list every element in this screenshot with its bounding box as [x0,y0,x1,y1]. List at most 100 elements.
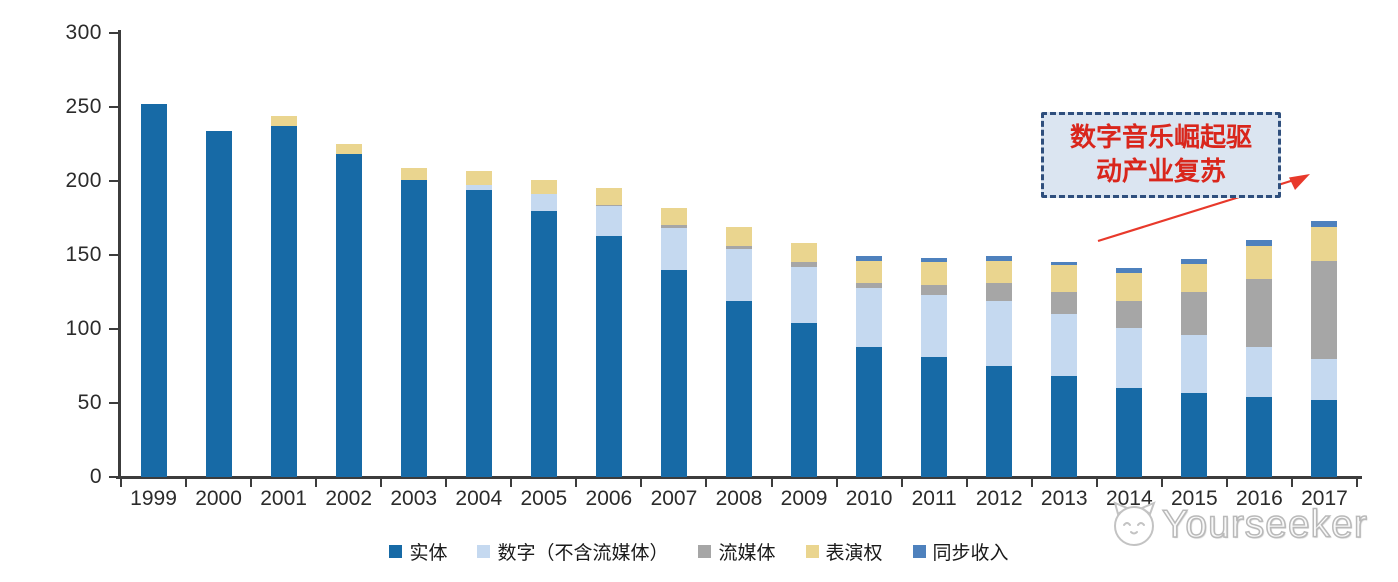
bar-segment [530,179,557,195]
bar-segment [270,115,297,127]
y-tick-label: 200 [65,169,102,192]
watermark-text: Yourseeker [1161,502,1368,547]
bar-segment [595,235,622,477]
x-tick-label: 2006 [585,487,633,510]
bar-2016 [1246,0,1273,477]
x-tick-label: 2007 [650,487,698,510]
legend-item: 表演权 [805,538,883,565]
bar-segment [400,179,427,477]
bar-segment [660,225,687,229]
cat-face-logo-icon [1113,501,1156,546]
bar-segment [1116,388,1143,477]
legend: 实体 数字（不含流媒体） 流媒体 表演权 同步收入 [0,538,1398,565]
bar-segment [1246,397,1273,477]
legend-item: 同步收入 [912,538,1009,565]
bar-segment [1051,376,1078,477]
bar-segment [1311,226,1338,261]
x-tick-label: 1999 [130,487,177,510]
y-tick-mark [109,328,118,330]
bar-segment [1116,300,1143,328]
bar-2000 [205,0,232,477]
y-tick-label: 300 [65,21,102,44]
bar-segment [465,170,492,186]
bar-2015 [1181,0,1208,477]
bar-segment [921,294,948,358]
y-tick-mark [109,476,118,478]
bar-2017 [1311,0,1338,477]
bar-segment [856,287,883,347]
bar-segment [921,257,948,263]
bar-segment [791,243,818,263]
y-tick-label: 100 [65,317,102,340]
x-tick-mark [1030,479,1033,487]
legend-label: 表演权 [825,543,883,564]
annotation-callout: 数字音乐崛起驱 动产业复苏 [1041,112,1281,198]
legend-item: 流媒体 [698,538,776,565]
x-tick-mark [445,479,448,487]
bar-segment [1311,358,1338,401]
bar-segment [726,300,752,477]
x-tick-mark [510,479,513,487]
bar-segment [400,167,427,180]
x-tick-mark [835,479,838,487]
legend-label: 同步收入 [932,543,1009,564]
legend-label: 流媒体 [718,543,776,564]
bar-segment [1311,220,1338,227]
bar-segment [1181,263,1208,292]
legend-label: 实体 [409,543,448,564]
bar-2010 [856,0,883,477]
bar-segment [595,188,622,205]
x-tick-mark [1290,479,1293,487]
bar-2011 [921,0,948,477]
bar-segment [660,269,687,477]
y-tick-mark [109,106,118,108]
bar-segment [726,246,752,250]
x-tick-label: 2016 [1236,487,1283,510]
bar-segment [205,130,232,477]
bar-segment [1246,278,1273,347]
x-tick-label: 2011 [911,487,957,510]
bar-2001 [270,0,297,477]
bar-segment [1051,265,1078,292]
bar-segment [791,262,818,267]
bar-segment [1246,246,1273,279]
bar-segment [530,210,557,477]
bar-segment [791,266,818,324]
annotation-text-line1: 数字音乐崛起驱 [1069,123,1252,152]
y-tick-mark [109,180,118,182]
x-tick-mark [705,479,708,487]
x-tick-label: 2013 [1040,487,1088,510]
bar-segment [1181,259,1208,264]
bar-2014 [1116,0,1143,477]
bar-1999 [140,0,167,477]
bar-segment [1311,400,1338,477]
bar-segment [660,207,687,226]
bar-2009 [791,0,818,477]
bar-segment [726,249,752,301]
bar-2007 [660,0,687,477]
x-tick-mark [315,479,318,487]
bar-segment [986,256,1013,261]
x-tick-label: 2008 [715,487,763,510]
bar-2003 [400,0,427,477]
legend-swatch-icon [805,545,819,558]
bar-segment [1051,292,1078,315]
bar-segment [465,185,492,190]
x-tick-label: 2009 [780,487,828,510]
bar-segment [1051,262,1078,266]
bar-2006 [595,0,622,477]
bar-segment [335,144,362,155]
y-tick-mark [109,402,118,404]
bar-2004 [465,0,492,477]
x-tick-mark [1356,479,1358,487]
legend-item: 实体 [389,538,447,565]
legend-swatch-icon [389,545,403,558]
x-tick-mark [1225,479,1228,487]
x-tick-label: 2000 [195,487,242,510]
bar-segment [856,283,883,288]
x-tick-label: 2005 [520,487,568,510]
bar-segment [856,256,883,261]
x-tick-mark [640,479,643,487]
watermark: Yourseeker [1108,498,1368,552]
